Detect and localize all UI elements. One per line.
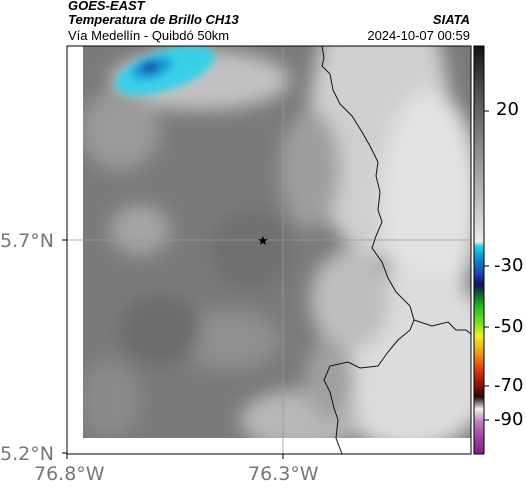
map-frame-border [66, 45, 472, 455]
lon-tick-label: 76.8°W [34, 463, 105, 485]
region-subtitle: Vía Medellín - Quibdó 50km [68, 28, 230, 43]
product-title: Temperatura de Brillo CH13 [68, 12, 239, 27]
lat-tick-label: 5.7°N [0, 230, 54, 252]
boundary-lines [321, 45, 472, 455]
colorbar [473, 45, 485, 455]
colorbar-tick-marks [484, 110, 489, 421]
brightness-temperature-field [83, 46, 471, 438]
agency-name: SIATA [432, 12, 470, 27]
lon-tick-label: 76.3°W [248, 463, 319, 485]
colorbar-tick-label: -70 [494, 375, 524, 396]
star-icon: ★ [257, 233, 269, 248]
colorbar-tick-label: 20 [496, 99, 519, 120]
satellite-name: GOES-EAST [68, 0, 145, 13]
colorbar-tick-label: -90 [494, 409, 524, 430]
colorbar-tick-label: -50 [494, 316, 524, 337]
timestamp: 2024-10-07 00:59 [367, 28, 470, 43]
colorbar-tick-label: -30 [494, 255, 524, 276]
lat-tick-label: 5.2°N [0, 443, 54, 465]
